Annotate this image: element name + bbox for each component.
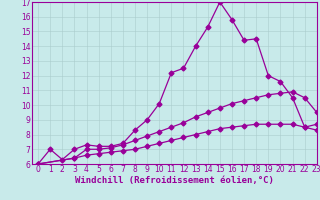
X-axis label: Windchill (Refroidissement éolien,°C): Windchill (Refroidissement éolien,°C): [75, 176, 274, 185]
